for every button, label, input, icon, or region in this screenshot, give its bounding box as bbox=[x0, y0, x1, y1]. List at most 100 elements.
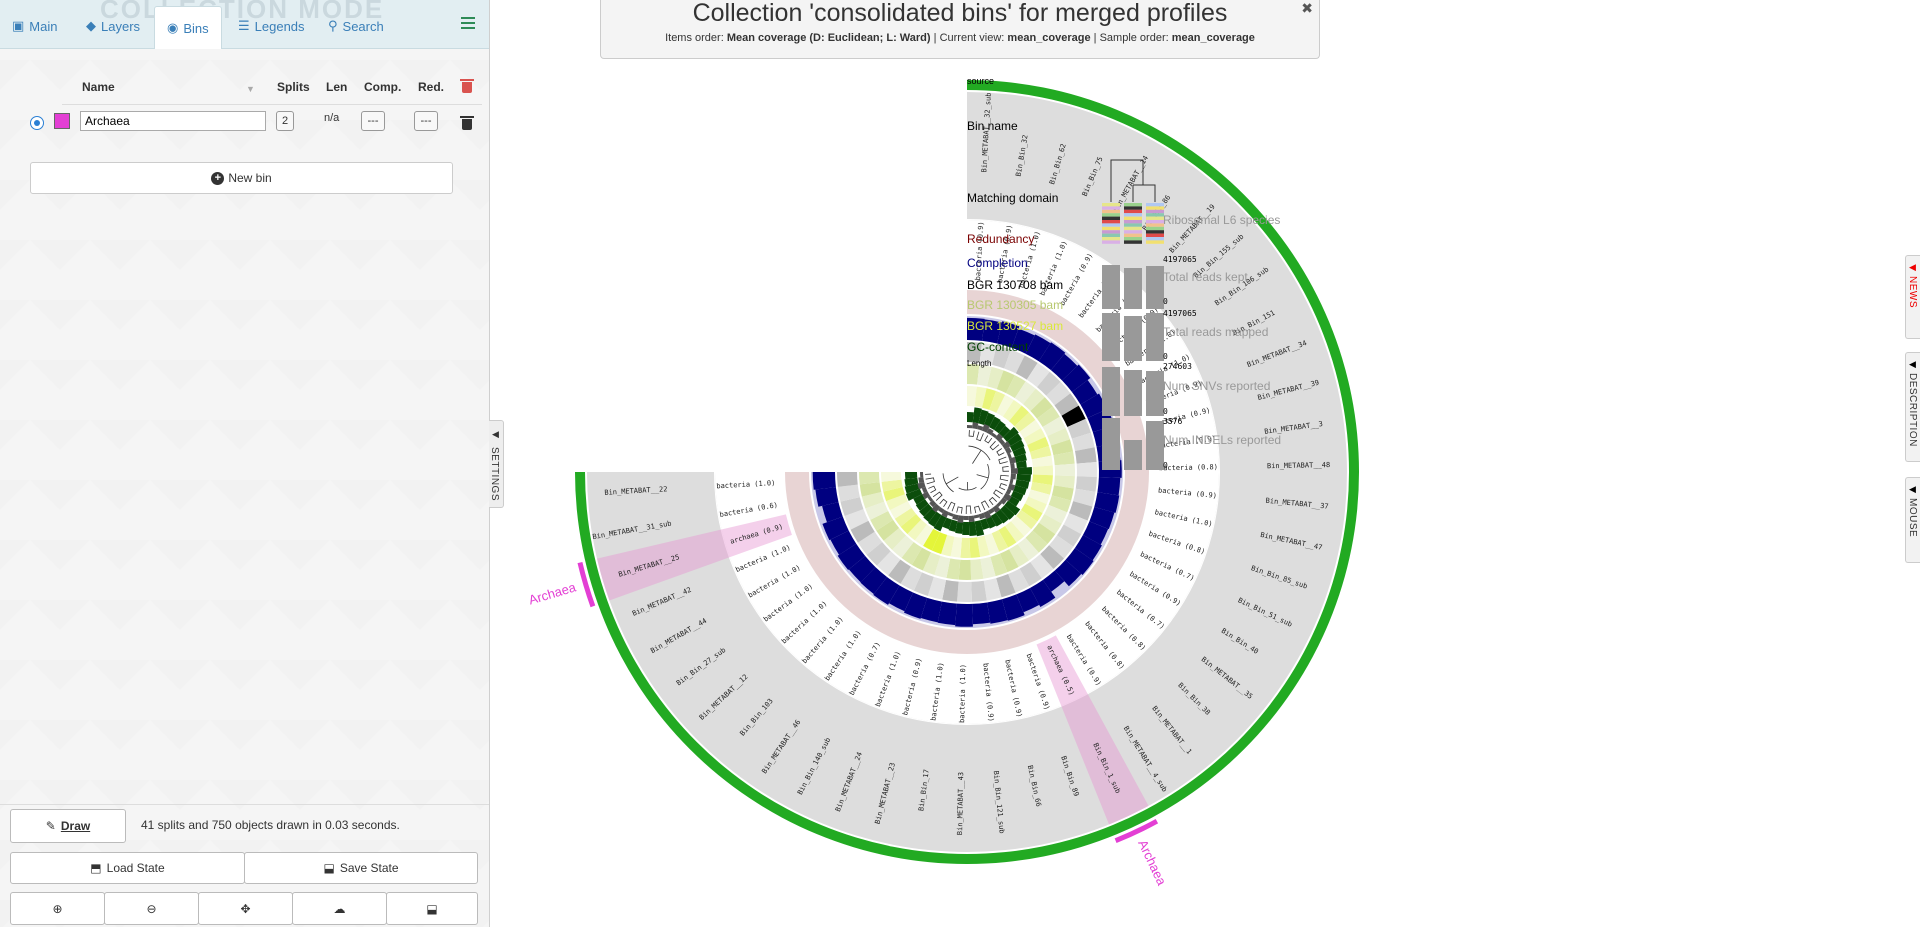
bam-cell bbox=[970, 558, 984, 580]
pencil-icon: ✎ bbox=[45, 819, 56, 833]
bam-cell bbox=[870, 511, 894, 531]
bam-cell bbox=[914, 524, 934, 546]
bam-cell bbox=[1044, 504, 1068, 524]
menu-icon[interactable] bbox=[461, 17, 475, 32]
zoom-out-button[interactable]: ⊖ bbox=[104, 892, 199, 925]
layer-label: Redundancy bbox=[967, 232, 1034, 246]
zoom-out-icon: ⊖ bbox=[146, 901, 157, 916]
bar-layer-label: Ribosomal L6 species bbox=[1163, 213, 1280, 227]
length-bar bbox=[972, 422, 979, 430]
gc-bar bbox=[1012, 446, 1027, 457]
save-tree-button[interactable]: ⬓ bbox=[386, 892, 478, 925]
completion-bar bbox=[1097, 477, 1121, 496]
completion-bar bbox=[1062, 364, 1091, 392]
bam-cell bbox=[859, 482, 882, 497]
bin-select-radio[interactable] bbox=[30, 116, 44, 130]
center-button[interactable]: ✥ bbox=[198, 892, 293, 925]
news-toggle[interactable]: ◀ NEWS bbox=[1905, 255, 1920, 339]
tab-layers[interactable]: ◆ Layers bbox=[86, 10, 140, 42]
ribosomal-stripe bbox=[1146, 230, 1164, 234]
bam-cell bbox=[996, 394, 1014, 417]
bam-cell bbox=[1036, 406, 1060, 428]
tab-main[interactable]: ▣ Main bbox=[12, 10, 57, 42]
layer-label: Matching domain bbox=[967, 191, 1058, 205]
gc-bar bbox=[1014, 453, 1027, 463]
length-bar bbox=[977, 425, 984, 431]
load-state-button[interactable]: ⬒ Load State bbox=[10, 852, 245, 884]
ribosomal-stripe bbox=[1146, 240, 1164, 244]
tab-search[interactable]: ⚲ Search bbox=[328, 10, 384, 42]
gc-bar bbox=[904, 477, 919, 487]
gc-bar bbox=[1004, 500, 1021, 516]
ribosomal-stripe bbox=[1102, 223, 1120, 227]
gc-bar bbox=[905, 472, 918, 480]
completion-bar bbox=[1054, 559, 1082, 587]
bam-cell bbox=[1032, 522, 1056, 544]
bam-cell bbox=[859, 472, 880, 485]
layer-label: BGR 130305 bam bbox=[967, 298, 1063, 312]
save-state-label: Save State bbox=[339, 861, 399, 875]
gc-bar bbox=[915, 499, 929, 511]
gc-bar bbox=[962, 521, 970, 535]
bam-cell bbox=[998, 525, 1017, 548]
save-state-button[interactable]: ⬓ Save State bbox=[244, 852, 478, 884]
tab-bar: COLLECTION MODE ▣ Main ◆ Layers ◉ Bins ☰… bbox=[0, 0, 489, 49]
draw-button[interactable]: ✎ Draw bbox=[10, 809, 126, 843]
gc-bar bbox=[942, 517, 952, 530]
delete-bin-trash-icon[interactable] bbox=[460, 116, 474, 130]
item-domain-label: bacteria (0.7) bbox=[848, 641, 882, 697]
delete-all-trash-icon[interactable] bbox=[460, 79, 474, 93]
bin-name-input[interactable] bbox=[80, 111, 266, 131]
bar-max-label: 274603 bbox=[1163, 362, 1192, 371]
bin-color-swatch[interactable] bbox=[54, 113, 70, 129]
bam-cell bbox=[850, 520, 875, 543]
completion-bar bbox=[1038, 342, 1066, 371]
page-title: Collection 'consolidated bins' for merge… bbox=[692, 0, 1228, 27]
gc-bar bbox=[913, 494, 926, 505]
header-divider bbox=[62, 104, 482, 105]
gc-bar bbox=[968, 521, 977, 536]
bin-icon: ◉ bbox=[167, 20, 179, 35]
description-toggle[interactable]: ◀ DESCRIPTION bbox=[1905, 352, 1920, 462]
gc-bar bbox=[994, 420, 1006, 434]
bin-completion-button[interactable]: --- bbox=[361, 111, 385, 131]
news-label: NEWS bbox=[1907, 276, 1918, 308]
bam-cell bbox=[1024, 496, 1047, 514]
gc-bar bbox=[974, 520, 985, 537]
item-domain-label: bacteria (0.7) bbox=[1139, 550, 1196, 582]
sort-icon[interactable]: ▼ bbox=[246, 84, 255, 94]
bin-splits-button[interactable]: 2 bbox=[276, 111, 294, 131]
tab-layers-label: Layers bbox=[101, 18, 141, 34]
bam-cell bbox=[1019, 419, 1041, 439]
length-bar bbox=[1010, 473, 1016, 480]
ribosomal-stripe bbox=[1124, 213, 1142, 217]
bam-cell bbox=[876, 519, 900, 541]
completion-bar bbox=[1025, 334, 1051, 362]
length-bar bbox=[973, 514, 980, 519]
col-splits: Splits bbox=[277, 80, 310, 94]
bam-cell bbox=[967, 386, 977, 407]
bam-cell bbox=[987, 366, 1004, 390]
upload-button[interactable]: ☁ bbox=[292, 892, 387, 925]
tab-legends[interactable]: ☰ Legends bbox=[238, 10, 305, 42]
settings-toggle[interactable]: ◀ SETTINGS bbox=[489, 420, 504, 508]
search-icon: ⚲ bbox=[328, 18, 338, 33]
bam-cell bbox=[1076, 462, 1097, 477]
ribosomal-stripe bbox=[1146, 220, 1164, 224]
ribosomal-stripe bbox=[1146, 216, 1164, 220]
bam-cell bbox=[883, 487, 905, 502]
bin-redundancy-button[interactable]: --- bbox=[414, 111, 438, 131]
completion-bar bbox=[1082, 521, 1109, 545]
ribosomal-stripe bbox=[1102, 233, 1120, 237]
sample-bar bbox=[1124, 268, 1142, 309]
bam-cell bbox=[861, 492, 885, 509]
close-icon[interactable]: ✖ bbox=[1301, 0, 1313, 16]
items-order-label: Items order: bbox=[665, 32, 724, 44]
tab-bins[interactable]: ◉ Bins bbox=[154, 6, 222, 49]
zoom-in-button[interactable]: ⊕ bbox=[10, 892, 105, 925]
length-bar bbox=[918, 477, 925, 484]
new-bin-button[interactable]: + New bin bbox=[30, 162, 453, 194]
layer-label: source bbox=[967, 76, 994, 86]
mouse-toggle[interactable]: ◀ MOUSE bbox=[1905, 477, 1920, 563]
